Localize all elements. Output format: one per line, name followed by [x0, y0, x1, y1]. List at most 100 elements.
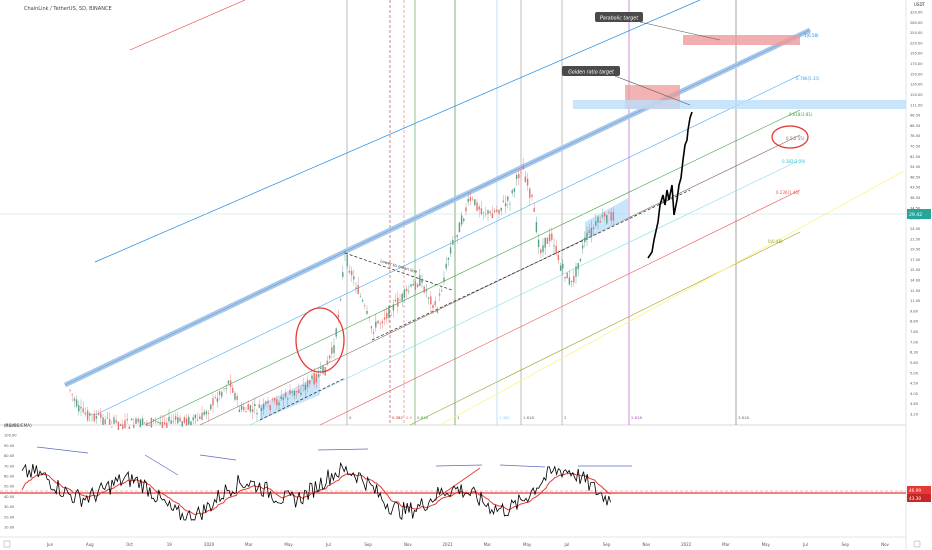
callout-text: Golden ratio target: [568, 69, 615, 75]
candle-body: [537, 239, 540, 247]
candle-body: [192, 417, 194, 421]
candle-body: [465, 207, 467, 212]
time-label: Sep: [841, 542, 849, 547]
candle-body: [196, 419, 199, 421]
time-fib-label: 3.618: [738, 415, 749, 420]
time-label: Sep: [364, 542, 372, 547]
rsi-trendline: [317, 448, 369, 451]
candle-body: [401, 293, 403, 301]
candle-body: [595, 221, 597, 226]
gear-icon[interactable]: [913, 540, 921, 548]
candle-body: [126, 418, 128, 421]
time-label: 2021: [443, 542, 454, 547]
price-tick: 320.00: [910, 11, 923, 15]
candle-body: [496, 209, 498, 212]
candle-body: [592, 227, 595, 229]
time-fib-label: 1: [457, 415, 460, 420]
price-tick: 54.50: [910, 165, 921, 169]
candle-body: [97, 413, 100, 415]
candle-body: [412, 284, 414, 286]
fib-0-line: [409, 231, 801, 426]
candle-body: [73, 398, 76, 401]
price-tick: 250.00: [910, 31, 923, 35]
candle-body: [161, 421, 164, 428]
candle-body: [317, 373, 320, 377]
candle-body: [342, 272, 344, 277]
candle-body: [346, 254, 348, 267]
candle-body: [124, 420, 126, 429]
candle-body: [309, 380, 311, 384]
candle-body: [229, 380, 232, 387]
rsi-axis[interactable]: 110.00 100.00 90.00 80.00 70.00 60.00 50.00 40.…: [4, 424, 17, 530]
candle-body: [445, 263, 447, 269]
time-fib-lines: [346, 0, 737, 425]
time-label: Mar: [484, 542, 492, 547]
candle-body: [282, 397, 285, 400]
candle-body: [291, 391, 293, 393]
rsi-trendline: [144, 454, 179, 476]
price-tick: 43.50: [910, 186, 921, 190]
candle-body: [254, 404, 256, 407]
rsi-ema-line: [21, 472, 611, 516]
rsi-value-label: 46.99: [909, 488, 921, 493]
candle-body: [190, 421, 192, 426]
median-line: [64, 29, 811, 386]
candle-body: [524, 176, 527, 183]
candle-body: [280, 396, 282, 399]
candle-body: [155, 421, 157, 423]
candle-body: [458, 222, 461, 233]
candle-body: [414, 281, 417, 290]
price-tick: 7.00: [910, 340, 919, 344]
candle-body: [489, 211, 491, 214]
rsi-line: [21, 461, 611, 521]
candle-body: [463, 218, 465, 221]
fib-0382-line: [249, 159, 801, 426]
candle-body: [590, 227, 593, 237]
candle-body: [185, 418, 188, 426]
candle-body: [201, 412, 203, 421]
candle-body: [122, 424, 124, 430]
time-axis[interactable]: Jun Aug Oct 19 2020 Mar May Jul Sep Nov 2021 Mar May…: [46, 542, 890, 547]
candle-body: [260, 407, 263, 411]
time-fib-label: 2: [564, 415, 567, 420]
candle-body: [366, 310, 368, 314]
candle-body: [562, 263, 564, 269]
price-tick: 150.00: [910, 72, 923, 76]
candle-body: [456, 234, 458, 238]
candle-body: [111, 426, 113, 428]
rsi-ema-badge: [907, 494, 931, 502]
projection-path: [647, 111, 693, 259]
time-label: Sep: [603, 542, 611, 547]
candle-body: [80, 406, 82, 409]
candle-body: [95, 416, 98, 419]
candle-body: [546, 237, 549, 244]
candle-body: [394, 299, 397, 302]
candle-body: [245, 411, 247, 412]
candle-body: [542, 245, 544, 253]
time-label: Nov: [404, 542, 412, 547]
candle-body: [535, 222, 538, 233]
price-tick: 220.00: [910, 41, 923, 45]
settings-icon[interactable]: [3, 540, 11, 548]
price-axis[interactable]: USDT 320.00 280.00 250.00 220.00 195.00 170.0…: [910, 2, 926, 417]
price-tick: 195.00: [910, 52, 923, 56]
candle-body: [430, 296, 432, 305]
time-label: Jun: [46, 542, 54, 547]
candles-group: [69, 158, 615, 430]
candle-body: [86, 410, 89, 421]
candle-body: [93, 413, 95, 422]
candle-body: [271, 398, 274, 400]
candle-body: [106, 417, 109, 419]
fib-0786-line: [94, 74, 801, 416]
candle-body: [515, 174, 518, 179]
candle-body: [586, 232, 588, 241]
candle-body: [416, 284, 419, 287]
candle-body: [425, 290, 428, 292]
candle-body: [432, 305, 434, 309]
time-fib-label: 1.382: [499, 415, 510, 420]
candle-body: [551, 233, 553, 240]
candle-body: [421, 278, 423, 283]
time-label: 2020: [204, 542, 215, 547]
candle-body: [328, 355, 331, 359]
